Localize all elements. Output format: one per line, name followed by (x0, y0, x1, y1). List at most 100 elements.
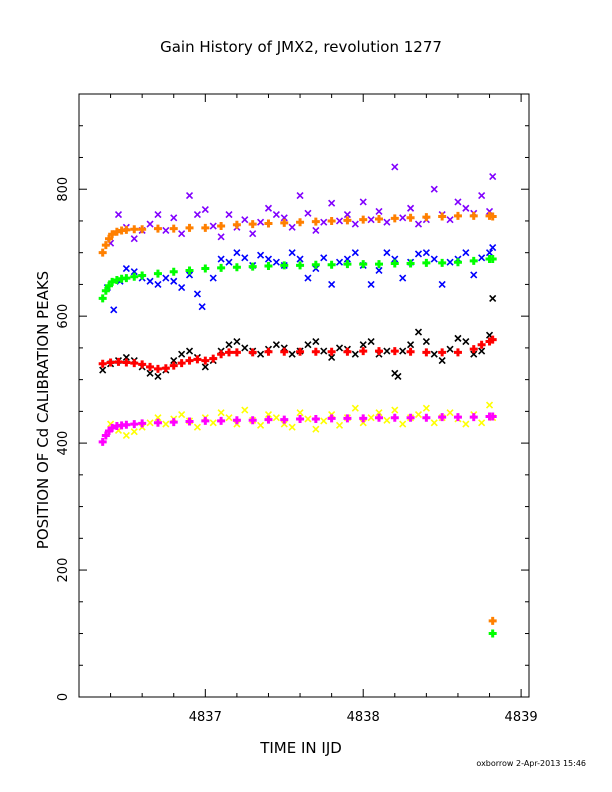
data-point (130, 359, 139, 368)
y-axis: 0 200 400 600 800 (56, 93, 529, 701)
data-point (422, 337, 430, 346)
data-point (198, 303, 206, 311)
data-point (122, 225, 131, 234)
data-point (488, 335, 497, 344)
data-point (462, 420, 470, 428)
data-point (422, 213, 431, 222)
data-point (193, 423, 201, 431)
data-point (343, 211, 351, 219)
data-point (169, 224, 178, 233)
data-point (122, 420, 131, 429)
data-point (201, 223, 210, 232)
data-point (185, 271, 194, 279)
data-point (169, 267, 178, 276)
data-point (489, 294, 497, 302)
data-point (327, 347, 336, 356)
data-point (311, 414, 320, 423)
data-point (114, 211, 123, 219)
data-point (328, 199, 336, 207)
data-point (170, 214, 178, 222)
data-point (462, 249, 470, 257)
data-point (478, 419, 486, 427)
data-point (422, 258, 431, 267)
data-point (335, 421, 344, 429)
data-point (430, 185, 438, 193)
data-point (351, 350, 359, 358)
data-point (367, 280, 375, 288)
data-point (438, 212, 447, 221)
data-point (153, 418, 162, 427)
data-point (217, 409, 225, 417)
data-point (320, 218, 328, 226)
data-point (257, 251, 265, 259)
data-point (241, 216, 249, 224)
data-point (406, 213, 415, 222)
data-point (343, 216, 352, 225)
data-point (488, 212, 497, 221)
data-point (454, 198, 462, 206)
data-point (296, 255, 304, 263)
data-point (249, 230, 257, 238)
data-point (217, 416, 226, 425)
data-point (272, 414, 280, 422)
data-point (407, 341, 415, 349)
data-point (446, 258, 454, 266)
data-point (114, 357, 123, 366)
data-point (185, 266, 194, 275)
data-point (422, 413, 431, 422)
data-point (375, 266, 383, 275)
data-point (178, 230, 186, 238)
data-point (430, 350, 438, 358)
data-point (469, 345, 478, 354)
data-point (469, 413, 478, 422)
data-point (185, 417, 194, 426)
data-point (122, 353, 130, 361)
data-point (304, 274, 312, 282)
data-point (138, 419, 147, 428)
data-point (99, 366, 107, 374)
data-point (327, 414, 336, 423)
data-point (248, 262, 257, 271)
data-point (217, 233, 225, 241)
data-point (470, 350, 478, 358)
data-point (162, 420, 170, 428)
data-point (232, 416, 241, 425)
data-point (110, 306, 118, 314)
data-point (446, 409, 454, 417)
data-point (146, 362, 155, 371)
data-point (477, 340, 486, 349)
data-point (98, 437, 107, 446)
data-point (470, 271, 478, 279)
data-point (488, 412, 497, 421)
data-point (367, 216, 375, 224)
series-1 (98, 211, 497, 625)
data-point (280, 415, 289, 424)
data-point (138, 271, 147, 280)
data-point (241, 254, 249, 262)
data-point (489, 172, 497, 181)
data-point (489, 244, 497, 252)
data-point (422, 348, 431, 357)
data-point (422, 249, 430, 257)
series-7 (98, 412, 497, 446)
data-point (359, 419, 367, 427)
data-point (101, 431, 110, 440)
data-point (264, 410, 273, 419)
data-point (257, 218, 265, 226)
data-point (130, 268, 138, 276)
data-points (98, 163, 497, 638)
data-point (312, 337, 320, 346)
data-point (154, 414, 162, 422)
data-point (169, 418, 178, 427)
data-point (391, 163, 399, 171)
data-point (312, 226, 320, 235)
series-2 (103, 244, 497, 314)
data-point (351, 220, 359, 228)
data-point (304, 341, 312, 349)
data-point (343, 414, 352, 423)
data-point (108, 230, 117, 239)
data-point (209, 222, 217, 230)
data-point (130, 225, 139, 234)
data-point (383, 416, 391, 424)
